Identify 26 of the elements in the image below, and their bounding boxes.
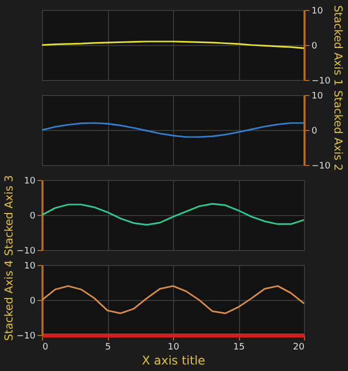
y2-axis-title: Stacked Axis 1: [331, 5, 344, 86]
y-tick-label: 10: [24, 176, 36, 186]
line-series: [41, 122, 305, 138]
x-tick-label: 0: [42, 342, 48, 352]
y2-axis-title: Stacked Axis 2: [331, 90, 344, 171]
y2-tick-label: −10: [312, 76, 331, 86]
y2-tick-label: 0: [312, 126, 318, 136]
y-tick-label: −10: [16, 246, 36, 256]
x-tick-label: 20: [293, 342, 305, 352]
y-axis-title: Stacked Axis 3: [2, 175, 16, 256]
x-axis-title: X axis title: [142, 354, 206, 368]
y-tick-label: 10: [24, 262, 36, 272]
y2-tick-label: 0: [312, 42, 318, 52]
y-axis-title: Stacked Axis 4: [2, 260, 16, 341]
y2-tick-label: 10: [312, 6, 324, 16]
y-tick-label: 0: [30, 212, 36, 222]
x-tick-label: 5: [105, 342, 111, 352]
y-tick-label: −10: [16, 332, 36, 342]
line-series: [41, 40, 305, 49]
y2-tick-label: 10: [312, 92, 324, 102]
line-series: [41, 203, 305, 226]
x-tick-label: 10: [168, 342, 180, 352]
y2-tick-label: −10: [312, 162, 331, 172]
y-tick-label: 0: [30, 296, 36, 306]
x-tick-label: 15: [233, 342, 245, 352]
line-series: [41, 285, 305, 314]
